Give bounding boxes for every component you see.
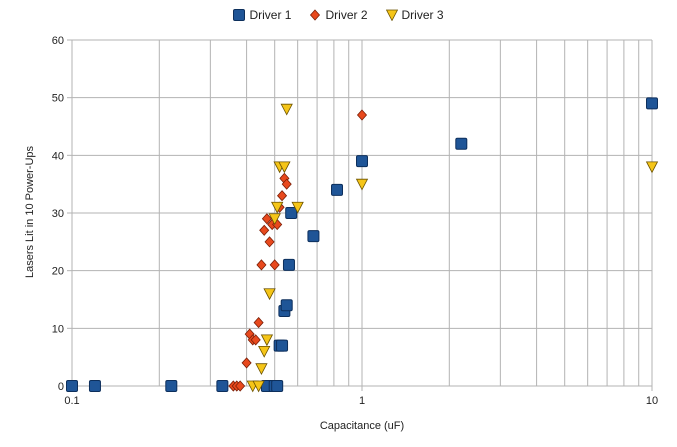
data-point: [645, 161, 659, 174]
data-point: [252, 380, 265, 393]
data-point: [88, 380, 101, 392]
x-axis-label: Capacitance (uF): [320, 420, 404, 432]
data-point: [261, 213, 272, 225]
data-point: [282, 258, 295, 271]
legend: Driver 1 Driver 2 Driver 3: [0, 8, 677, 22]
data-point: [256, 259, 267, 271]
y-tick-label: 30: [52, 208, 64, 220]
data-point: [269, 259, 280, 271]
data-point: [356, 109, 368, 121]
legend-label: Driver 2: [325, 8, 368, 22]
series-1: [66, 97, 658, 392]
data-point: [165, 380, 178, 392]
y-tick-label: 0: [58, 381, 64, 393]
data-point: [66, 380, 78, 392]
y-tick-label: 10: [52, 323, 64, 335]
legend-marker-shape: [233, 9, 246, 21]
y-tick-label: 40: [52, 150, 64, 162]
legend-label: Driver 1: [249, 8, 292, 22]
y-tick-label: 50: [52, 93, 64, 105]
data-point: [280, 103, 293, 116]
y-tick-label: 20: [52, 266, 64, 278]
data-point: [355, 178, 369, 191]
x-tick-label: 1: [359, 395, 365, 407]
data-point: [280, 299, 293, 312]
data-point: [276, 339, 289, 352]
data-point: [260, 334, 274, 347]
legend-label: Driver 3: [401, 8, 444, 22]
data-point: [235, 380, 246, 392]
legend-marker-shape: [385, 9, 398, 21]
data-points: [66, 97, 659, 393]
data-point: [271, 201, 284, 214]
legend-marker-shape: [310, 9, 321, 21]
data-point: [253, 316, 264, 329]
series-2: [228, 109, 368, 392]
series-3: [246, 103, 659, 393]
legend-item: Driver 3: [385, 8, 444, 22]
data-point: [216, 380, 229, 392]
data-point: [277, 190, 288, 202]
data-point: [258, 345, 271, 358]
legend-item: Driver 2: [309, 8, 368, 22]
legend-marker: [233, 9, 246, 21]
data-point: [263, 288, 276, 301]
data-point: [271, 380, 284, 392]
legend-marker: [385, 9, 398, 21]
data-point: [264, 236, 275, 248]
y-tick-label: 60: [52, 35, 64, 47]
data-point: [255, 363, 268, 376]
grid: [71, 39, 653, 387]
axes: 0 10 20 30 40 50 60 0.1 1 10: [52, 35, 658, 407]
data-point: [281, 178, 292, 190]
data-point: [250, 334, 261, 346]
legend-marker: [310, 9, 321, 21]
data-point: [268, 213, 281, 226]
x-tick-label: 0.1: [64, 395, 79, 407]
y-axis-label: Lasers Lit in 10 Power-Ups: [24, 145, 36, 278]
data-point: [291, 201, 304, 214]
data-point: [241, 357, 252, 369]
data-point: [646, 97, 658, 110]
data-point: [331, 183, 344, 196]
data-point: [278, 161, 291, 174]
data-point: [259, 224, 270, 236]
x-tick-label: 10: [646, 395, 658, 407]
data-point: [307, 230, 320, 243]
data-point: [356, 155, 368, 168]
data-point: [455, 137, 468, 150]
legend-item: Driver 1: [233, 8, 291, 22]
data-point: [285, 207, 298, 219]
